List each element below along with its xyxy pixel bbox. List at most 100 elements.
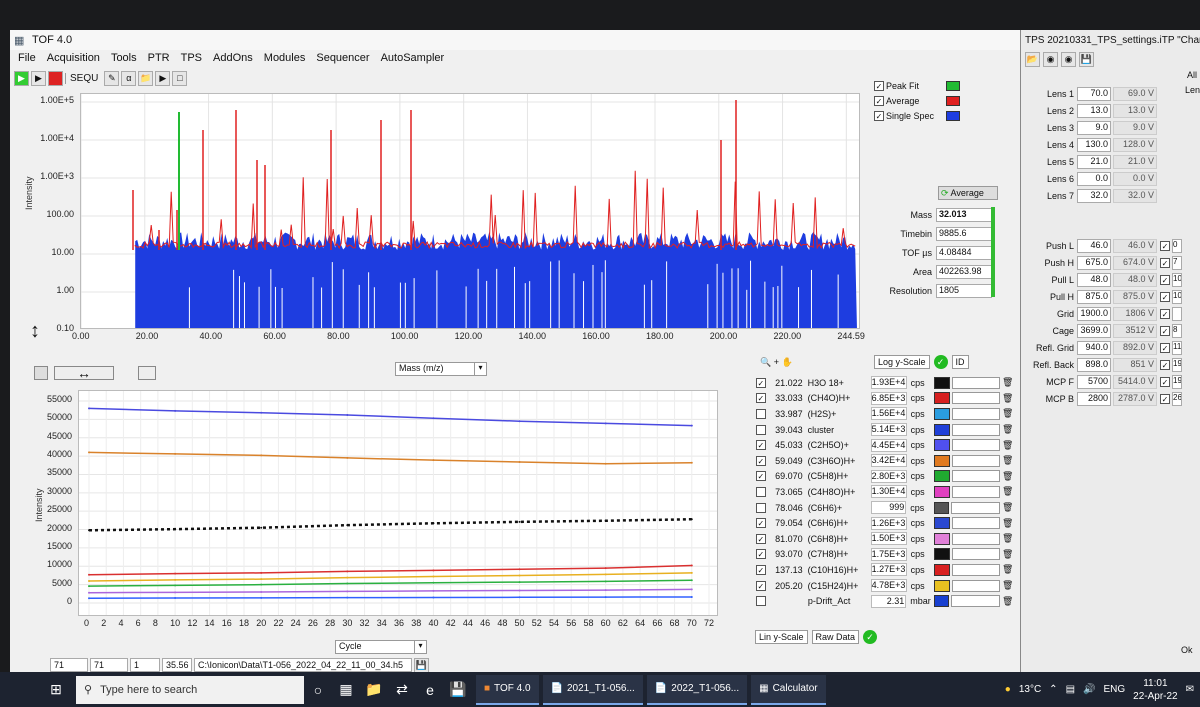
- line-style-picker[interactable]: [951, 501, 1000, 514]
- tps-set-input[interactable]: 898.0: [1077, 358, 1111, 372]
- mass-checkbox[interactable]: ✓: [756, 393, 766, 404]
- tps-set-input[interactable]: 46.0: [1077, 239, 1111, 253]
- save-app-icon[interactable]: 💾: [449, 681, 467, 697]
- trash-icon[interactable]: 🗑: [1001, 502, 1014, 513]
- zoom-tools[interactable]: 🔍 + ✋: [760, 356, 793, 367]
- menu-addons[interactable]: AddOns: [213, 52, 253, 64]
- alpha-icon[interactable]: α: [121, 70, 137, 86]
- check-icon[interactable]: ✓: [933, 355, 948, 369]
- volume-icon[interactable]: 🔊: [1083, 684, 1096, 695]
- trash-icon[interactable]: 🗑: [1002, 564, 1014, 575]
- checkbox-peak-fit[interactable]: ✓: [874, 80, 884, 91]
- id-button[interactable]: ID: [951, 355, 969, 369]
- tps-checkbox[interactable]: ✓: [1160, 292, 1170, 302]
- mass-checkbox[interactable]: ✓: [756, 533, 766, 544]
- trash-icon[interactable]: 🗑: [1002, 392, 1014, 403]
- line-style-picker[interactable]: [951, 454, 1000, 467]
- taskbar-search[interactable]: ⚲ Type here to search: [76, 675, 304, 704]
- network-icon[interactable]: ▤: [1065, 684, 1076, 695]
- language-indicator[interactable]: ENG: [1103, 684, 1126, 695]
- mass-checkbox[interactable]: ✓: [756, 440, 766, 451]
- trash-icon[interactable]: 🗑: [1002, 533, 1014, 544]
- tps-set-input[interactable]: 13.0: [1077, 104, 1111, 118]
- line-style-picker[interactable]: [951, 563, 1000, 576]
- pan-icon[interactable]: [34, 366, 48, 380]
- color-swatch[interactable]: [933, 501, 950, 514]
- trash-icon[interactable]: 🗑: [1002, 517, 1014, 528]
- color-swatch[interactable]: [946, 95, 960, 106]
- mass-checkbox[interactable]: ✓: [756, 580, 766, 591]
- color-swatch[interactable]: [946, 80, 960, 91]
- raw-data-select[interactable]: Raw Data: [811, 630, 860, 644]
- play-circle-icon[interactable]: ▶: [155, 70, 171, 86]
- trash-icon[interactable]: 🗑: [1001, 595, 1014, 606]
- line-style-picker[interactable]: [951, 548, 1000, 561]
- record-icon[interactable]: ◉: [1061, 52, 1076, 67]
- tps-set-input[interactable]: 130.0: [1077, 138, 1111, 152]
- tps-checkbox[interactable]: ✓: [1160, 360, 1170, 370]
- tps-checkbox[interactable]: ✓: [1160, 258, 1170, 268]
- line-style-picker[interactable]: [951, 376, 1000, 389]
- reset-view-icon[interactable]: [138, 366, 156, 380]
- tps-set-input[interactable]: 1900.0: [1077, 307, 1111, 321]
- mass-spectrum-plot[interactable]: [80, 93, 860, 329]
- stop-icon[interactable]: [48, 70, 63, 86]
- taskbar-app-2021[interactable]: 📄 2021_T1-056...: [542, 674, 643, 705]
- save-icon[interactable]: 💾: [1079, 52, 1094, 67]
- clock[interactable]: 11:01 22-Apr-22: [1133, 677, 1177, 703]
- tps-checkbox[interactable]: ✓: [1160, 309, 1170, 319]
- mass-checkbox[interactable]: [756, 502, 766, 513]
- line-style-picker[interactable]: [951, 579, 1000, 592]
- teamviewer-icon[interactable]: ⇄: [396, 681, 408, 697]
- menu-tps[interactable]: TPS: [180, 52, 203, 64]
- menu-ptr[interactable]: PTR: [147, 52, 170, 64]
- menu-modules[interactable]: Modules: [263, 52, 306, 64]
- lin-scale-select[interactable]: Lin y-Scale: [755, 630, 808, 644]
- notification-icon[interactable]: ✉: [1185, 684, 1194, 695]
- start-icon[interactable]: ▶: [14, 70, 29, 86]
- checkbox-average[interactable]: ✓: [874, 95, 884, 106]
- color-swatch[interactable]: [933, 563, 950, 576]
- color-swatch[interactable]: [933, 470, 950, 483]
- folder-icon[interactable]: 📁: [138, 70, 154, 86]
- menu-sequencer[interactable]: Sequencer: [316, 52, 370, 64]
- tps-set-input[interactable]: 5700: [1077, 375, 1111, 389]
- cortana-icon[interactable]: ○: [313, 681, 323, 698]
- tps-checkbox[interactable]: ✓: [1160, 241, 1170, 251]
- edit-icon[interactable]: ✎: [104, 70, 120, 86]
- tps-checkbox[interactable]: ✓: [1160, 275, 1170, 285]
- trash-icon[interactable]: 🗑: [1002, 486, 1014, 497]
- load-icon[interactable]: ◉: [1043, 52, 1058, 67]
- x-axis-select[interactable]: Mass (m/z) ▾: [395, 362, 487, 376]
- line-style-picker[interactable]: [951, 407, 1000, 420]
- tps-set-input[interactable]: 48.0: [1077, 273, 1111, 287]
- tps-set-input[interactable]: 675.0: [1077, 256, 1111, 270]
- color-swatch[interactable]: [933, 485, 950, 498]
- tps-set-input[interactable]: 32.0: [1077, 189, 1111, 203]
- save-file-icon[interactable]: 💾: [414, 658, 429, 673]
- task-view-icon[interactable]: ▦: [339, 681, 353, 697]
- trash-icon[interactable]: 🗑: [1002, 377, 1014, 388]
- tps-set-input[interactable]: 9.0: [1077, 121, 1111, 135]
- line-style-picker[interactable]: [951, 532, 1000, 545]
- record-icon[interactable]: ▶: [31, 70, 46, 86]
- menu-file[interactable]: File: [18, 52, 36, 64]
- mass-checkbox[interactable]: ✓: [756, 471, 766, 482]
- trash-icon[interactable]: 🗑: [1002, 439, 1014, 450]
- y-scale-select[interactable]: Log y-Scale: [874, 355, 930, 369]
- tps-set-input[interactable]: 0.0: [1077, 172, 1111, 186]
- taskbar-app-2022[interactable]: 📄 2022_T1-056...: [646, 674, 748, 705]
- time-series-plot[interactable]: [78, 390, 718, 616]
- color-swatch[interactable]: [933, 454, 950, 467]
- line-style-picker[interactable]: [951, 595, 1000, 608]
- trash-icon[interactable]: 🗑: [1002, 548, 1014, 559]
- check-icon[interactable]: ✓: [863, 630, 878, 644]
- line-style-picker[interactable]: [951, 485, 1000, 498]
- mass-checkbox[interactable]: [756, 596, 766, 607]
- mass-checkbox[interactable]: ✓: [756, 564, 766, 575]
- tps-checkbox[interactable]: ✓: [1160, 343, 1170, 353]
- trash-icon[interactable]: 🗑: [1002, 580, 1014, 591]
- color-swatch[interactable]: [933, 376, 950, 389]
- trash-icon[interactable]: 🗑: [1002, 455, 1014, 466]
- tps-checkbox[interactable]: ✓: [1160, 377, 1170, 387]
